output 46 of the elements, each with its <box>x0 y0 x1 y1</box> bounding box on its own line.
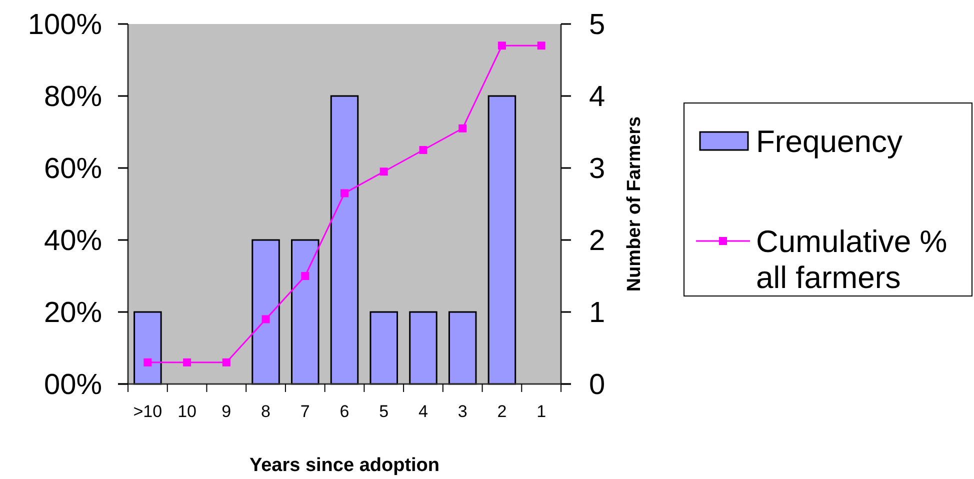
x-tick-label: 9 <box>222 402 232 421</box>
y2-axis-title: Number of Farmers <box>624 116 645 292</box>
y2-tick-label: 5 <box>589 9 606 42</box>
x-tick-label: 10 <box>178 402 197 421</box>
point <box>144 358 152 366</box>
point <box>262 315 270 324</box>
x-tick-label: 4 <box>418 402 428 421</box>
y2-tick-label: 1 <box>589 297 606 330</box>
x-tick-label: >10 <box>133 402 162 421</box>
legend-label: Cumulative % all farmers <box>756 224 948 295</box>
bar <box>409 311 438 385</box>
x-tick-label: 6 <box>340 402 350 421</box>
bar <box>370 311 398 385</box>
x-tick-label: 7 <box>300 402 310 421</box>
y2-tick-label: 3 <box>589 153 606 186</box>
point <box>498 42 506 50</box>
point <box>183 358 192 366</box>
point <box>340 189 348 198</box>
y-tick-label: 20% <box>44 297 102 330</box>
legend-label: Frequency <box>756 124 903 159</box>
point <box>301 272 310 280</box>
x-tick-label: 2 <box>497 402 507 421</box>
x-tick-label: 3 <box>458 402 468 421</box>
y2-tick-label: 4 <box>589 81 606 114</box>
y-tick-label: 100% <box>28 9 102 42</box>
y-tick-label: 40% <box>44 225 102 258</box>
bar <box>134 311 162 385</box>
y-tick-label: 60% <box>44 153 102 186</box>
x-tick-label: 1 <box>536 402 546 421</box>
x-tick-label: 5 <box>379 402 389 421</box>
x-tick-label: 8 <box>261 402 271 421</box>
point <box>380 168 388 176</box>
bar <box>252 239 280 385</box>
bar <box>448 311 477 385</box>
bar <box>291 239 320 385</box>
y2-tick-label: 0 <box>589 369 606 402</box>
bar <box>330 95 359 385</box>
point <box>222 358 230 366</box>
point <box>458 124 467 132</box>
y-tick-label: 00% <box>44 369 102 402</box>
x-axis-title: Years since adoption <box>249 455 440 476</box>
y2-tick-label: 2 <box>589 225 606 258</box>
y-tick-label: 80% <box>44 81 102 114</box>
point <box>537 42 546 50</box>
point <box>419 146 428 154</box>
bar <box>488 95 516 385</box>
